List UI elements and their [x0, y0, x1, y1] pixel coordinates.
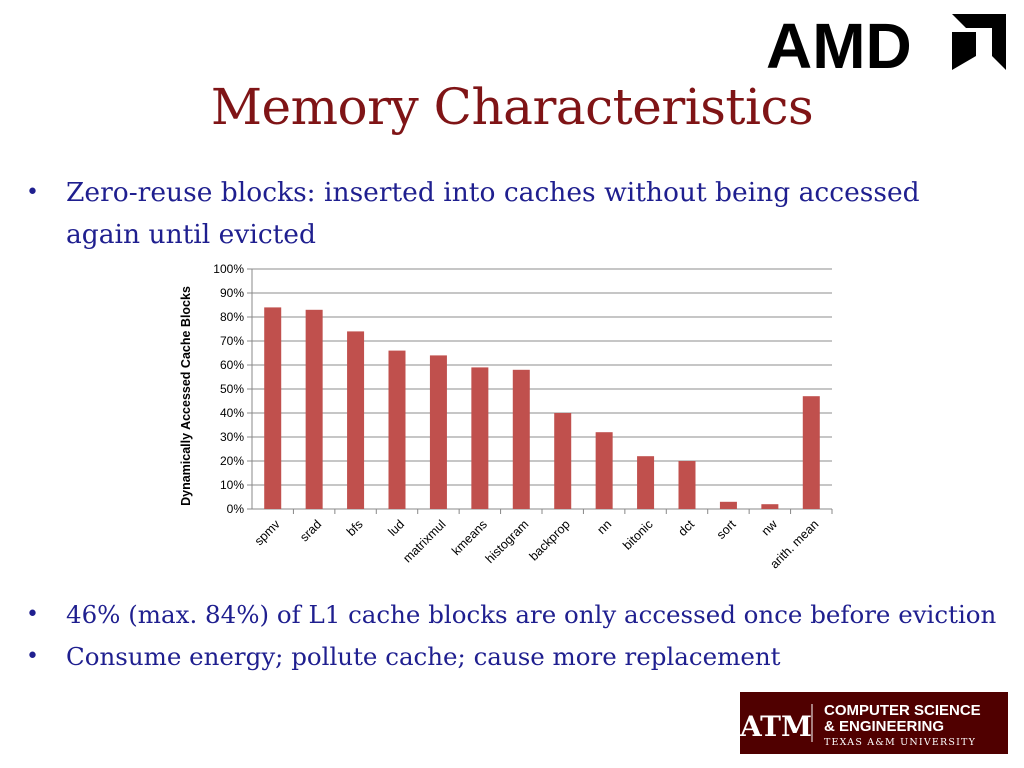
amd-arrow-icon: [952, 14, 1006, 70]
x-tick-label: kmeans: [449, 517, 490, 558]
bar: [388, 350, 406, 509]
y-axis-label: Dynamically Accessed Cache Blocks: [179, 286, 193, 506]
y-tick-label: 100%: [213, 262, 244, 276]
page-title: Memory Characteristics: [210, 78, 814, 136]
bullet-item: • Zero-reuse blocks: inserted into cache…: [26, 172, 986, 256]
bullet-item: • Consume energy; pollute cache; cause m…: [26, 636, 1016, 678]
bullet-icon: •: [26, 644, 39, 669]
y-tick-label: 30%: [220, 430, 244, 444]
y-tick-label: 0%: [227, 502, 245, 516]
bar: [678, 461, 696, 509]
y-tick-label: 80%: [220, 310, 244, 324]
y-tick-label: 20%: [220, 454, 244, 468]
bar: [719, 501, 737, 509]
x-tick-label: nn: [595, 517, 615, 537]
x-tick-label: srad: [297, 517, 324, 544]
bullet-text: 46% (max. 84%) of L1 cache blocks are on…: [66, 600, 997, 629]
logo-background: [740, 692, 1008, 754]
x-tick-label: matrixmul: [400, 517, 448, 565]
bar: [802, 396, 820, 509]
y-tick-label: 90%: [220, 286, 244, 300]
y-tick-label: 10%: [220, 478, 244, 492]
bullet-text: Zero-reuse blocks: inserted into caches …: [66, 177, 920, 250]
y-tick-label: 70%: [220, 334, 244, 348]
bullet-list-bottom: • 46% (max. 84%) of L1 cache blocks are …: [26, 594, 1016, 678]
bullet-text: Consume energy; pollute cache; cause mor…: [66, 642, 781, 671]
bar: [595, 432, 613, 509]
tamu-cse-logo: ATM COMPUTER SCIENCE & ENGINEERING TEXAS…: [740, 692, 1008, 754]
bullet-list-top: • Zero-reuse blocks: inserted into cache…: [26, 172, 986, 256]
x-tick-label: bitonic: [620, 517, 655, 552]
y-tick-label: 40%: [220, 406, 244, 420]
x-tick-label: spmv: [252, 517, 284, 549]
bar: [554, 413, 572, 509]
amd-logo-text: AMD: [766, 12, 912, 74]
chart-bars: [264, 307, 820, 509]
bullet-icon: •: [26, 602, 39, 627]
logo-line3: TEXAS A&M UNIVERSITY: [824, 737, 976, 748]
bar-chart: 0% 10% 20% 30% 40% 50% 60% 70% 80% 90% 100% spmv sr…: [179, 262, 833, 572]
x-tick-label: backprop: [527, 517, 573, 563]
y-tick-labels: 0% 10% 20% 30% 40% 50% 60% 70% 80% 90% 100%: [213, 262, 244, 516]
bullet-icon: •: [26, 180, 39, 205]
x-tick-label: bfs: [344, 517, 366, 539]
bar: [471, 367, 489, 509]
x-tick-label: sort: [714, 517, 739, 542]
bar: [347, 331, 365, 509]
atm-mark-icon: ATM: [740, 710, 812, 743]
bar: [637, 456, 655, 509]
bar: [264, 307, 282, 509]
bar: [512, 369, 530, 509]
chart-grid: [247, 268, 833, 514]
amd-logo: AMD: [766, 12, 1006, 74]
y-tick-label: 50%: [220, 382, 244, 396]
bar: [761, 504, 779, 509]
x-tick-label: lud: [385, 517, 407, 539]
bar: [429, 355, 447, 509]
y-tick-label: 60%: [220, 358, 244, 372]
logo-line1: COMPUTER SCIENCE: [824, 702, 981, 719]
x-tick-label: dct: [675, 517, 697, 539]
x-tick-label: histogram: [483, 517, 532, 566]
bar: [305, 309, 323, 509]
x-tick-label: nw: [759, 517, 781, 539]
bullet-item: • 46% (max. 84%) of L1 cache blocks are …: [26, 594, 1016, 636]
logo-line2: & ENGINEERING: [824, 718, 944, 735]
